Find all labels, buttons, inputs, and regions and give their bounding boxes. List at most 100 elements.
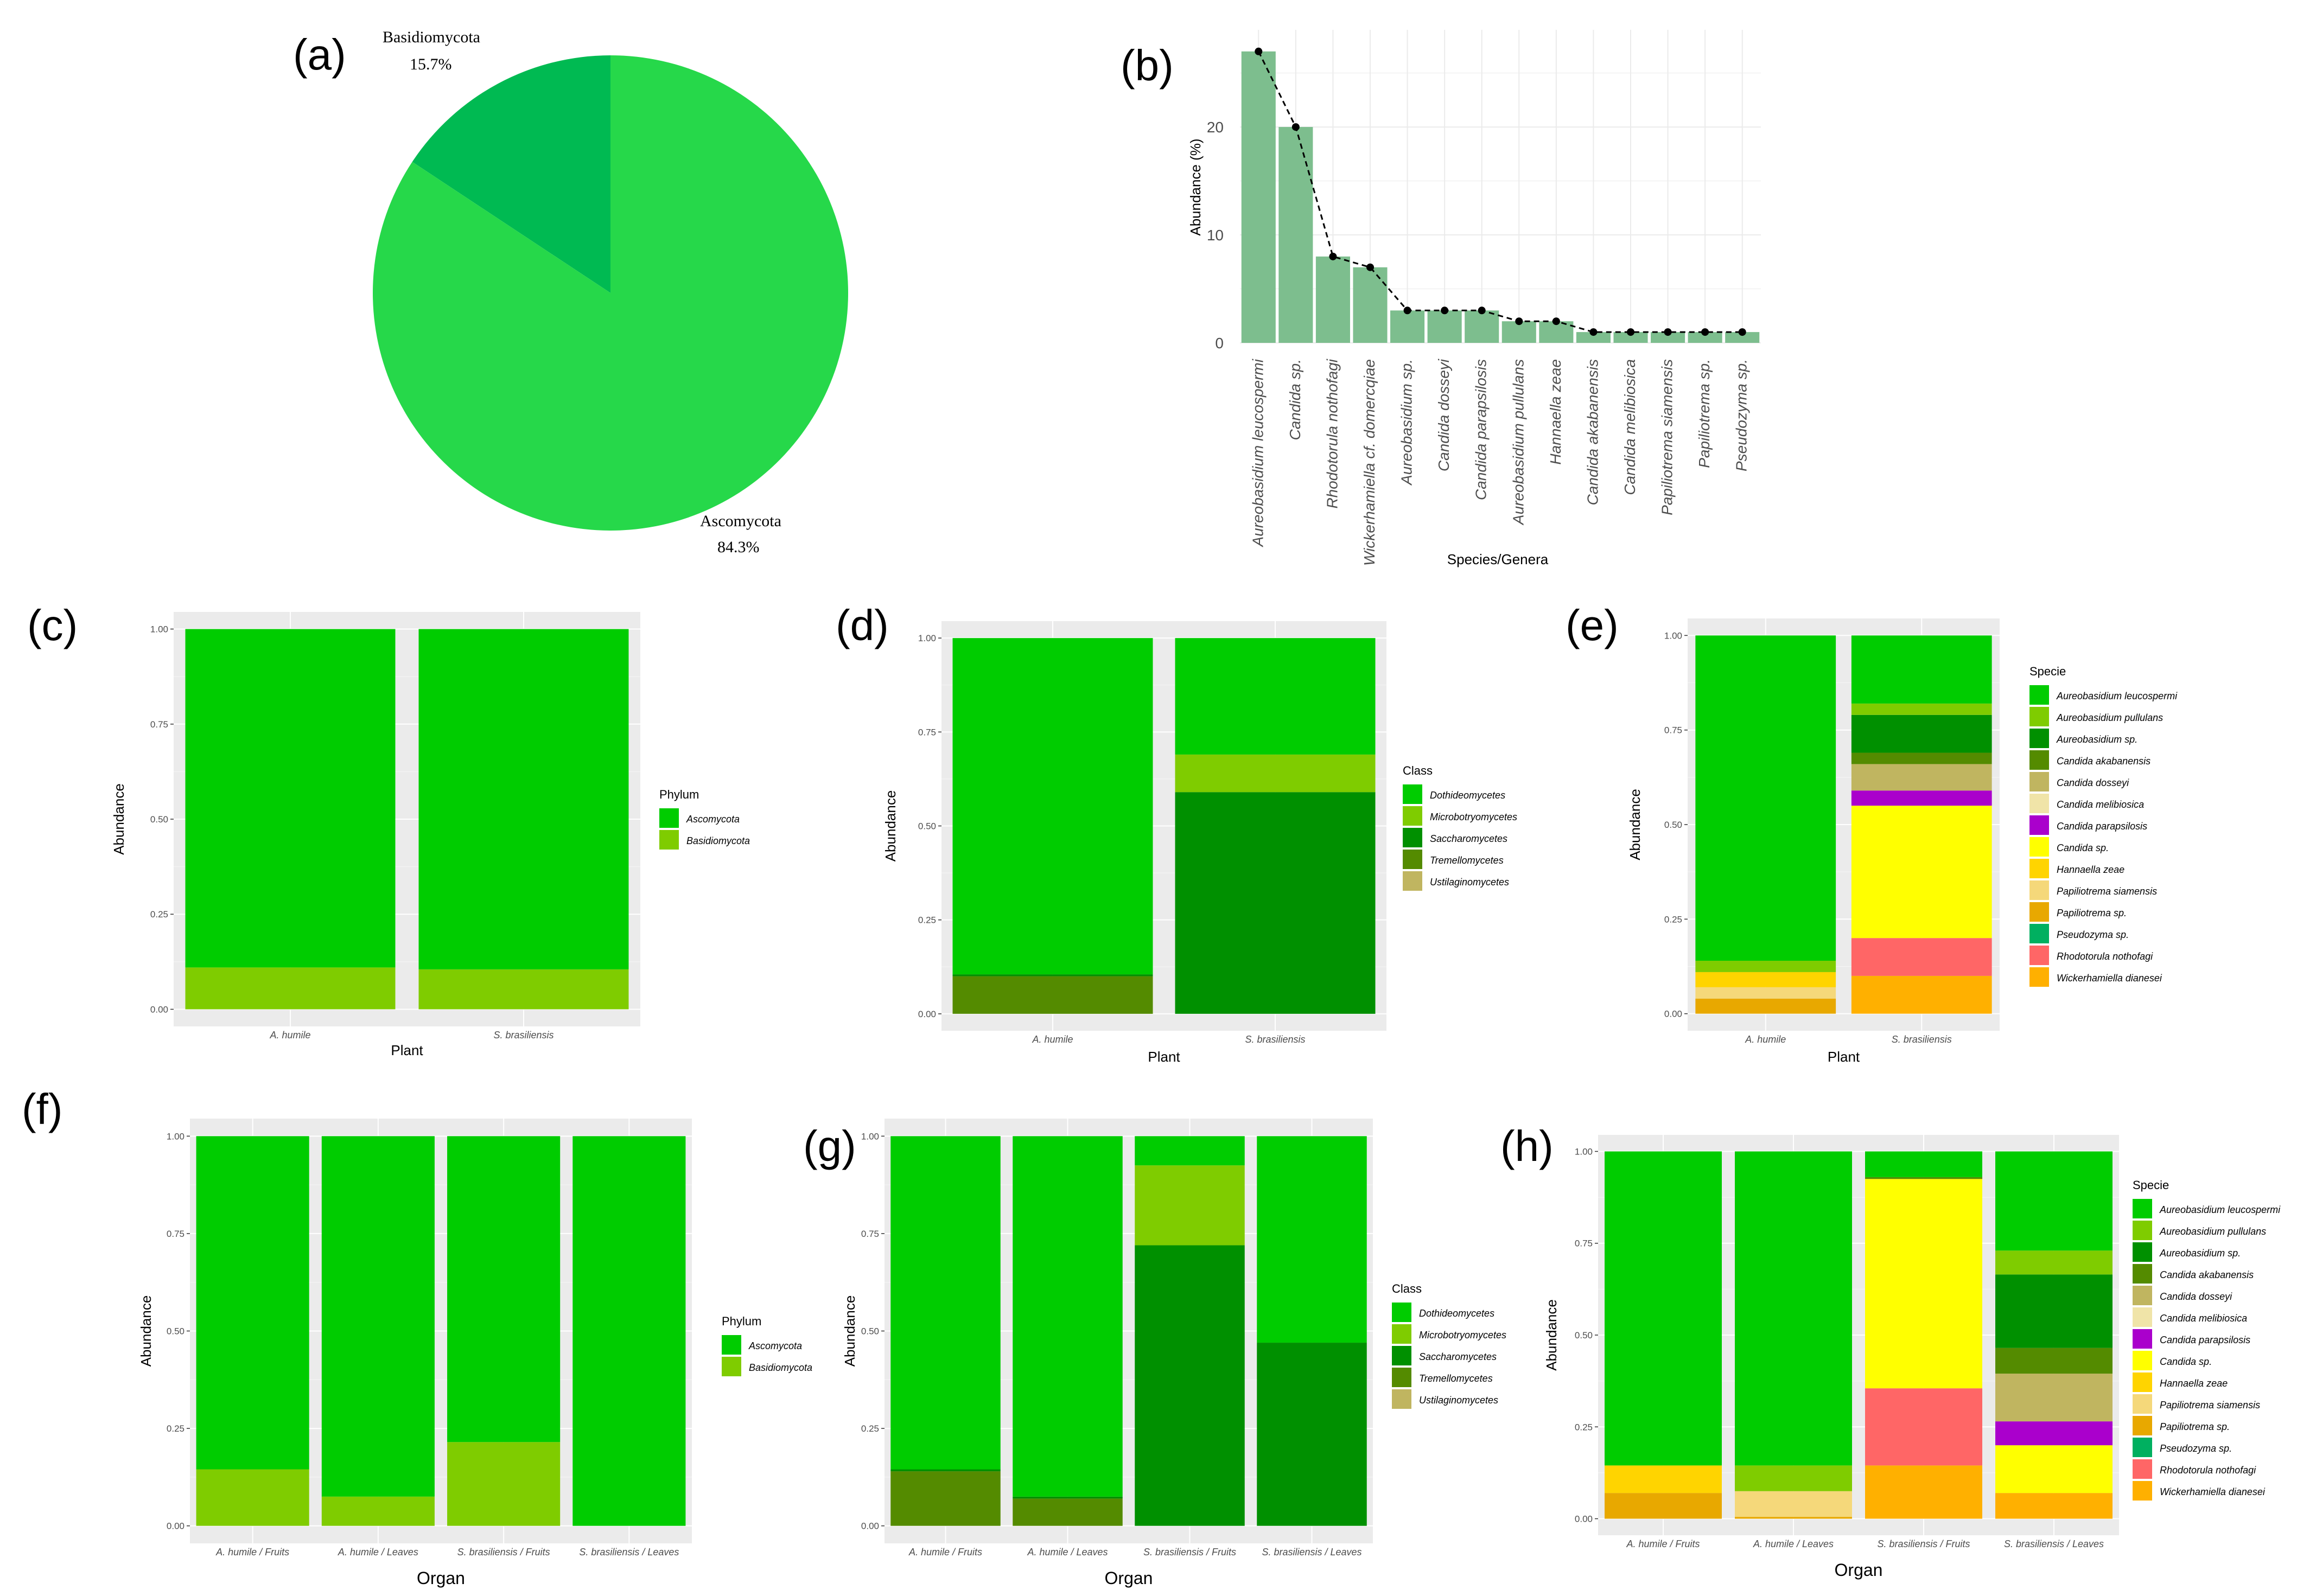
bar-segment-s-brasiliensis-leaves-dothideomycetes — [1257, 1136, 1367, 1343]
bar-segment-a-humile-dothideomycetes — [952, 638, 1153, 975]
legend-label-aureobasidium-sp: Aureobasidium sp. — [2159, 1248, 2241, 1259]
ytick-label: 0.75 — [150, 719, 168, 730]
legend-label-candida-dosseyi: Candida dosseyi — [2057, 777, 2129, 788]
xtick-label-a-humile-fruits: A. humile / Fruits — [1626, 1538, 1700, 1549]
legend-swatch-hannaella-zeae — [2029, 859, 2049, 878]
pie-slice-ascomycota — [373, 55, 848, 531]
legend-label-candida-sp: Candida sp. — [2160, 1356, 2212, 1367]
xtick-label-b-candida-akabanensis: Candida akabanensis — [1584, 359, 1601, 505]
ytick-label: 0.50 — [150, 814, 168, 825]
legend-swatch-rhodotorula-nothofagi — [2029, 946, 2049, 965]
xtick-label-a-humile: A. humile — [1745, 1034, 1786, 1045]
legend-label-papiliotrema-sp: Papiliotrema sp. — [2160, 1421, 2230, 1432]
bar-segment-s-brasiliensis-leaves-aureobasidium-sp — [1995, 1274, 2113, 1348]
bar-segment-a-humile-hannaella-zeae — [1695, 972, 1836, 987]
legend-label-aureobasidium-pullulans: Aureobasidium pullulans — [2056, 712, 2163, 723]
x-axis-title-(e): Plant — [1828, 1049, 1860, 1065]
ytick-label: 1.00 — [167, 1131, 184, 1141]
ytick-label: 0.25 — [150, 909, 168, 920]
bar-b-candida-melibiosica — [1613, 332, 1648, 343]
legend-label-aureobasidium-sp: Aureobasidium sp. — [2056, 734, 2137, 745]
legend-swatch-microbotryomycetes — [1392, 1324, 1411, 1344]
ytick-label: 0.75 — [1664, 725, 1682, 736]
stacked-chart-h: A. humile / Fruits A. humile / Leaves S. b… — [1543, 1135, 2281, 1580]
panel-label-g: (g) — [803, 1122, 856, 1170]
pie-slice-basidiomycota — [412, 55, 610, 293]
bar-b-aureobasidium-sp — [1390, 310, 1425, 343]
legend-swatch-saccharomycetes — [1392, 1346, 1411, 1365]
point-b-papiliotrema-siamensis — [1664, 328, 1672, 336]
ytick-label-b: 10 — [1207, 227, 1224, 244]
bar-segment-s-brasiliensis-leaves-candida-sp — [1995, 1445, 2113, 1493]
legend-label-wickerhamiella-dianesei: Wickerhamiella dianesei — [2160, 1486, 2266, 1497]
bar-b-candida-parapsilosis — [1465, 310, 1499, 343]
legend-swatch-ustilaginomycetes — [1392, 1389, 1411, 1409]
point-b-candida-melibiosica — [1627, 328, 1634, 336]
bar-segment-a-humile-leaves-basidiomycota — [321, 1496, 435, 1526]
legend-swatch-candida-dosseyi — [2029, 772, 2049, 791]
bar-segment-a-humile-fruits-hannaella-zeae — [1605, 1465, 1722, 1493]
xtick-label-s-brasiliensis-leaves: S. brasiliensis / Leaves — [1262, 1547, 1361, 1557]
legend-label-aureobasidium-pullulans: Aureobasidium pullulans — [2159, 1226, 2266, 1237]
legend-swatch-papiliotrema-siamensis — [2029, 880, 2049, 900]
legend-swatch-dothideomycetes — [1403, 784, 1422, 804]
legend-label-ustilaginomycetes: Ustilaginomycetes — [1430, 877, 1509, 888]
bar-segment-s-brasiliensis-leaves-saccharomycetes — [1257, 1343, 1367, 1526]
stacked-chart-d: A. humile S. brasiliensis 0.00 0.25 0.50 0.75… — [882, 621, 1517, 1065]
legend-swatch-ascomycota — [722, 1335, 741, 1355]
point-b-aureobasidium-leucospermi — [1255, 47, 1263, 55]
ytick-label: 0.25 — [861, 1423, 879, 1434]
point-b-pseudozyma-sp — [1738, 328, 1746, 336]
ytick-label: 0.00 — [167, 1521, 184, 1531]
xtick-label-b-papiliotrema-siamensis: Papiliotrema siamensis — [1659, 359, 1676, 515]
bar-segment-s-brasiliensis-leaves-aureobasidium-pullulans — [1995, 1250, 2113, 1275]
xtick-label-b-aureobasidium-sp: Aureobasidium sp. — [1398, 359, 1415, 486]
legend-swatch-aureobasidium-pullulans — [2029, 707, 2049, 726]
legend-swatch-candida-melibiosica — [2029, 794, 2049, 813]
y-axis-title-(f): Abundance — [138, 1295, 154, 1367]
x-axis-title-(f): Organ — [417, 1568, 465, 1588]
legend-label-papiliotrema-siamensis: Papiliotrema siamensis — [2057, 886, 2157, 897]
bar-segment-s-brasiliensis-candida-parapsilosis — [1851, 790, 1992, 806]
bar-segment-a-humile-aureobasidium-leucospermi — [1695, 635, 1836, 961]
xtick-label-b-pseudozyma-sp: Pseudozyma sp. — [1733, 359, 1750, 471]
ytick-label: 0.25 — [918, 915, 936, 925]
bar-segment-a-humile-leaves-aureobasidium-leucospermi — [1735, 1151, 1852, 1466]
bar-segment-s-brasiliensis-leaves-ascomycota — [572, 1136, 686, 1526]
bar-segment-s-brasiliensis-fruits-ascomycota — [447, 1136, 561, 1442]
bar-b-candida-dosseyi — [1427, 310, 1462, 343]
ytick-label: 0.00 — [861, 1521, 879, 1531]
ytick-label: 0.50 — [1575, 1330, 1593, 1340]
legend-swatch-candida-sp — [2029, 837, 2049, 857]
bar-segment-s-brasiliensis-candida-akabanensis — [1851, 752, 1992, 764]
ytick-label-b: 0 — [1215, 335, 1224, 352]
y-axis-title-(e): Abundance — [1627, 789, 1643, 860]
x-axis-title-(d): Plant — [1148, 1049, 1180, 1065]
legend-label-saccharomycetes: Saccharomycetes — [1419, 1351, 1497, 1362]
bar-segment-s-brasiliensis-ascomycota — [418, 629, 629, 969]
legend-swatch-aureobasidium-sp — [2133, 1242, 2152, 1262]
legend-title-(e): Specie — [2029, 665, 2066, 678]
legend-swatch-candida-sp — [2133, 1351, 2152, 1370]
legend-label-rhodotorula-nothofagi: Rhodotorula nothofagi — [2057, 951, 2153, 962]
legend-swatch-basidiomycota — [722, 1357, 741, 1376]
ytick-label: 0.75 — [1575, 1239, 1593, 1249]
bar-segment-s-brasiliensis-fruits-wickerhamiella-dianesei — [1865, 1465, 1982, 1519]
bar-b-aureobasidium-leucospermi — [1241, 51, 1276, 343]
legend-swatch-microbotryomycetes — [1403, 806, 1422, 826]
legend-label-tremellomycetes: Tremellomycetes — [1430, 855, 1504, 866]
legend-label-candida-melibiosica: Candida melibiosica — [2057, 799, 2144, 810]
legend-label-pseudozyma-sp: Pseudozyma sp. — [2057, 929, 2129, 940]
legend-label-papiliotrema-sp: Papiliotrema sp. — [2057, 908, 2127, 918]
xtick-label-a-humile-leaves: A. humile / Leaves — [338, 1547, 418, 1557]
bar-segment-s-brasiliensis-rhodotorula-nothofagi — [1851, 938, 1992, 976]
point-b-wickerhamiella-cf-domercqiae — [1366, 263, 1374, 271]
x-axis-title-b: Species/Genera — [1447, 551, 1549, 567]
ytick-label: 0.50 — [861, 1326, 879, 1337]
panel-label-e: (e) — [1566, 601, 1619, 649]
legend-title-(h): Specie — [2133, 1178, 2169, 1192]
legend-label-hannaella-zeae: Hannaella zeae — [2160, 1378, 2228, 1389]
point-b-papiliotrema-sp — [1701, 328, 1709, 336]
ytick-label-b: 20 — [1207, 119, 1224, 136]
bar-segment-s-brasiliensis-fruits-candida-sp — [1865, 1179, 1982, 1389]
